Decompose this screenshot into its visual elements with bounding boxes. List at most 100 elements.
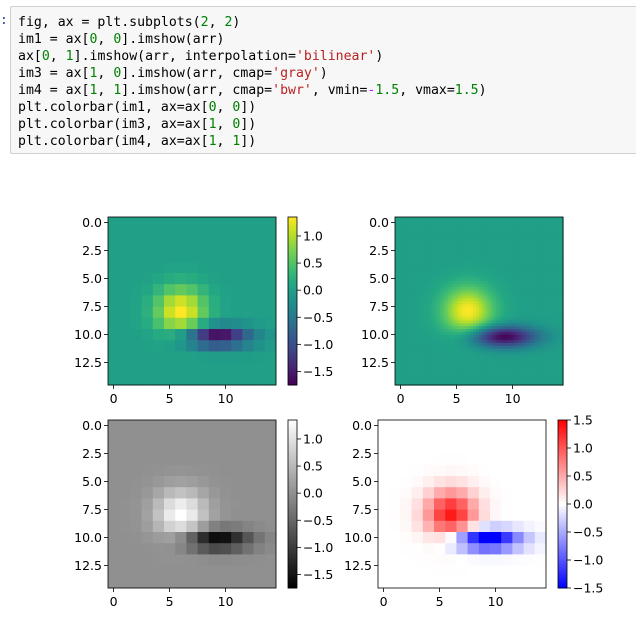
- y-tick-label: 7.5: [369, 299, 389, 314]
- code-line: plt.colorbar(im4, ax=ax[1, 1]): [18, 133, 636, 150]
- colorbar-tick-label: −1.0: [573, 553, 603, 568]
- y-tick-label: 0.0: [352, 418, 372, 433]
- code-line: fig, ax = plt.subplots(2, 2): [18, 14, 636, 31]
- subplot-2: 0 5 10 0.0 2.5 5.0 7.5 10.0 12.5 1.0 0.5 0.0 −0.5 −1.…: [74, 418, 333, 609]
- code-token: 0: [113, 32, 122, 47]
- code-token: ): [478, 83, 487, 98]
- colorbar-tick-label: 0.0: [303, 283, 323, 298]
- colorbar-tick-label: −1.5: [303, 567, 333, 582]
- code-token: ): [319, 66, 328, 81]
- y-tick-label: 7.5: [82, 502, 102, 517]
- code-token: 0: [208, 100, 217, 115]
- code-token: 1: [208, 117, 217, 132]
- y-tick-label: 7.5: [352, 502, 372, 517]
- code-line: im3 = ax[1, 0].imshow(arr, cmap='gray'): [18, 65, 636, 82]
- x-tick-label: 5: [166, 391, 174, 406]
- code-editor[interactable]: fig, ax = plt.subplots(2, 2) im1 = ax[0, …: [11, 7, 636, 150]
- code-token: ,: [97, 32, 114, 47]
- colorbar-tick-label: −1.0: [303, 540, 333, 555]
- code-line: im1 = ax[0, 0].imshow(arr): [18, 31, 636, 48]
- code-token: , vmin=: [311, 83, 368, 98]
- code-token: 1: [232, 134, 241, 149]
- colorbar: 1.0 0.5 0.0 −0.5 −1.0 −1.5: [287, 216, 333, 386]
- y-tick-label: 12.5: [74, 355, 102, 370]
- y-tick-label: 7.5: [82, 299, 102, 314]
- code-token: ]): [240, 100, 257, 115]
- y-tick-label: 5.0: [82, 474, 102, 489]
- code-token: ].imshow(arr, cmap=: [121, 66, 273, 81]
- colorbar-tick-label: 1.0: [573, 441, 593, 456]
- colorbar-tick-label: 0.5: [573, 469, 593, 484]
- code-token: 0: [232, 100, 241, 115]
- code-token: 'bwr': [272, 83, 312, 98]
- code-line: plt.colorbar(im3, ax=ax[1, 0]): [18, 116, 636, 133]
- axes-frame: [107, 216, 277, 386]
- x-tick-label: 10: [488, 594, 504, 609]
- code-token: 1.5: [375, 83, 400, 98]
- code-line: im4 = ax[1, 1].imshow(arr, cmap='bwr', v…: [18, 82, 636, 99]
- y-tick-label: 10.0: [361, 327, 389, 342]
- y-tick-label: 0.0: [82, 418, 102, 433]
- code-token: ].imshow(arr): [121, 32, 225, 47]
- code-token: 0: [232, 117, 241, 132]
- subplot-1: 0 5 10 0.0 2.5 5.0 7.5 10.0 12.5: [361, 215, 564, 406]
- code-token: plt.colorbar(im1, ax=ax[: [18, 100, 209, 115]
- colorbar-tick-label: 0.0: [573, 497, 593, 512]
- code-token: 1: [89, 66, 98, 81]
- code-token: 'bilinear': [295, 49, 376, 64]
- code-token: ].imshow(arr, interpolation=: [73, 49, 296, 64]
- code-token: 0: [41, 49, 50, 64]
- code-token: plt.colorbar(im3, ax=ax[: [18, 117, 209, 132]
- x-tick-label: 0: [110, 391, 118, 406]
- code-line: plt.colorbar(im1, ax=ax[0, 0]): [18, 99, 636, 116]
- y-tick-label: 12.5: [361, 355, 389, 370]
- output-area: 0 5 10 0.0 2.5 5.0 7.5 10.0 12.5 1.0 0.5 0.0 −0.5 −1.…: [0, 160, 636, 625]
- code-token: ]): [240, 134, 257, 149]
- y-tick-label: 0.0: [82, 215, 102, 230]
- code-token: plt.colorbar(im4, ax=ax[: [18, 134, 209, 149]
- colorbar-tick-label: −0.5: [303, 513, 333, 528]
- code-token: 1: [65, 49, 74, 64]
- colorbar-tick-label: 1.0: [303, 228, 323, 243]
- x-tick-label: 0: [380, 594, 388, 609]
- y-tick-label: 10.0: [74, 327, 102, 342]
- code-token: 0: [89, 32, 98, 47]
- subplot-0: 0 5 10 0.0 2.5 5.0 7.5 10.0 12.5 1.0 0.5 0.0 −0.5 −1.…: [74, 215, 333, 406]
- x-tick-label: 5: [453, 391, 461, 406]
- code-token: ,: [97, 66, 114, 81]
- y-tick-label: 2.5: [352, 446, 372, 461]
- code-token: fig, ax = plt.subplots(: [18, 15, 201, 30]
- x-tick-label: 5: [166, 594, 174, 609]
- code-token: 1: [89, 83, 98, 98]
- code-token: ,: [216, 117, 233, 132]
- colorbar-tick-label: 1.5: [573, 413, 593, 428]
- y-tick-label: 12.5: [344, 558, 372, 573]
- code-token: ]): [240, 117, 257, 132]
- y-tick-label: 2.5: [82, 446, 102, 461]
- code-token: ax[: [18, 49, 42, 64]
- y-tick-label: 5.0: [82, 271, 102, 286]
- code-token: -: [367, 83, 376, 98]
- x-tick-label: 10: [505, 391, 521, 406]
- y-tick-label: 5.0: [352, 474, 372, 489]
- x-tick-label: 10: [218, 594, 234, 609]
- code-token: ): [232, 15, 241, 30]
- code-cell[interactable]: fig, ax = plt.subplots(2, 2) im1 = ax[0, …: [10, 6, 636, 154]
- x-tick-label: 0: [397, 391, 405, 406]
- code-token: im4 = ax[: [18, 83, 90, 98]
- code-token: 1: [113, 83, 122, 98]
- x-tick-label: 0: [110, 594, 118, 609]
- code-token: 1.5: [454, 83, 479, 98]
- code-token: ,: [97, 83, 114, 98]
- code-token: im3 = ax[: [18, 66, 90, 81]
- subplot-3: 0 5 10 0.0 2.5 5.0 7.5 10.0 12.5 1.5 1.0 0.5 0.0 −0.5…: [344, 413, 603, 610]
- y-tick-label: 0.0: [369, 215, 389, 230]
- code-token: 0: [113, 66, 122, 81]
- y-tick-label: 10.0: [344, 530, 372, 545]
- code-token: , vmax=: [399, 83, 455, 98]
- axes-frame: [107, 419, 277, 589]
- code-token: ,: [208, 15, 225, 30]
- code-token: 'gray': [272, 66, 320, 81]
- y-tick-label: 12.5: [74, 558, 102, 573]
- y-tick-label: 2.5: [369, 243, 389, 258]
